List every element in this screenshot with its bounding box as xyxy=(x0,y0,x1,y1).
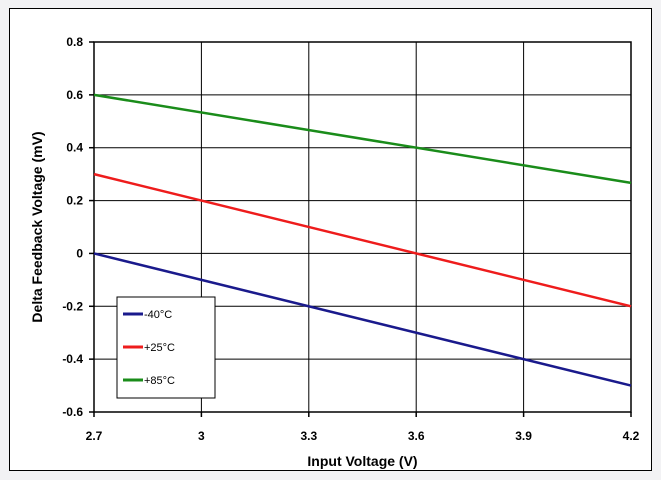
series-layer xyxy=(93,93,632,387)
y-tick-label: 0.6 xyxy=(66,88,83,102)
y-axis-title: Delta Feedback Voltage (mV) xyxy=(29,131,45,322)
y-tick-label: -0.4 xyxy=(62,352,83,366)
x-tick-label: 2.7 xyxy=(86,429,103,443)
tick-labels: 2.7 3 3.3 3.6 3.9 4.2 -0.6 -0.4 -0.2 0 0.2 0.4 0.6 0.… xyxy=(62,35,639,443)
x-tick-label: 4.2 xyxy=(623,429,640,443)
y-tick-label: 0 xyxy=(76,246,83,260)
legend-entry-2: +85°C xyxy=(144,375,175,387)
x-axis-title: Input Voltage (V) xyxy=(307,453,417,469)
legend-entry-0: -40°C xyxy=(144,309,172,321)
y-tick-label: -0.2 xyxy=(62,299,83,313)
x-tick-label: 3 xyxy=(198,429,205,443)
chart-frame xyxy=(9,8,652,471)
y-tick-label: 0.8 xyxy=(66,35,83,49)
series-line-0 xyxy=(93,252,632,387)
y-tick-label: -0.6 xyxy=(62,405,83,419)
x-tick-label: 3.6 xyxy=(408,429,425,443)
x-tick-label: 3.3 xyxy=(300,429,317,443)
series-line-1 xyxy=(93,172,632,308)
plot-area xyxy=(93,41,632,413)
y-tick-label: 0.4 xyxy=(66,141,83,155)
x-tick-label: 3.9 xyxy=(515,429,532,443)
y-tick-label: 0.2 xyxy=(66,194,83,208)
series-line-2 xyxy=(93,93,632,185)
legend: -40°C +25°C +85°C xyxy=(116,296,216,399)
legend-entry-1: +25°C xyxy=(144,342,175,354)
